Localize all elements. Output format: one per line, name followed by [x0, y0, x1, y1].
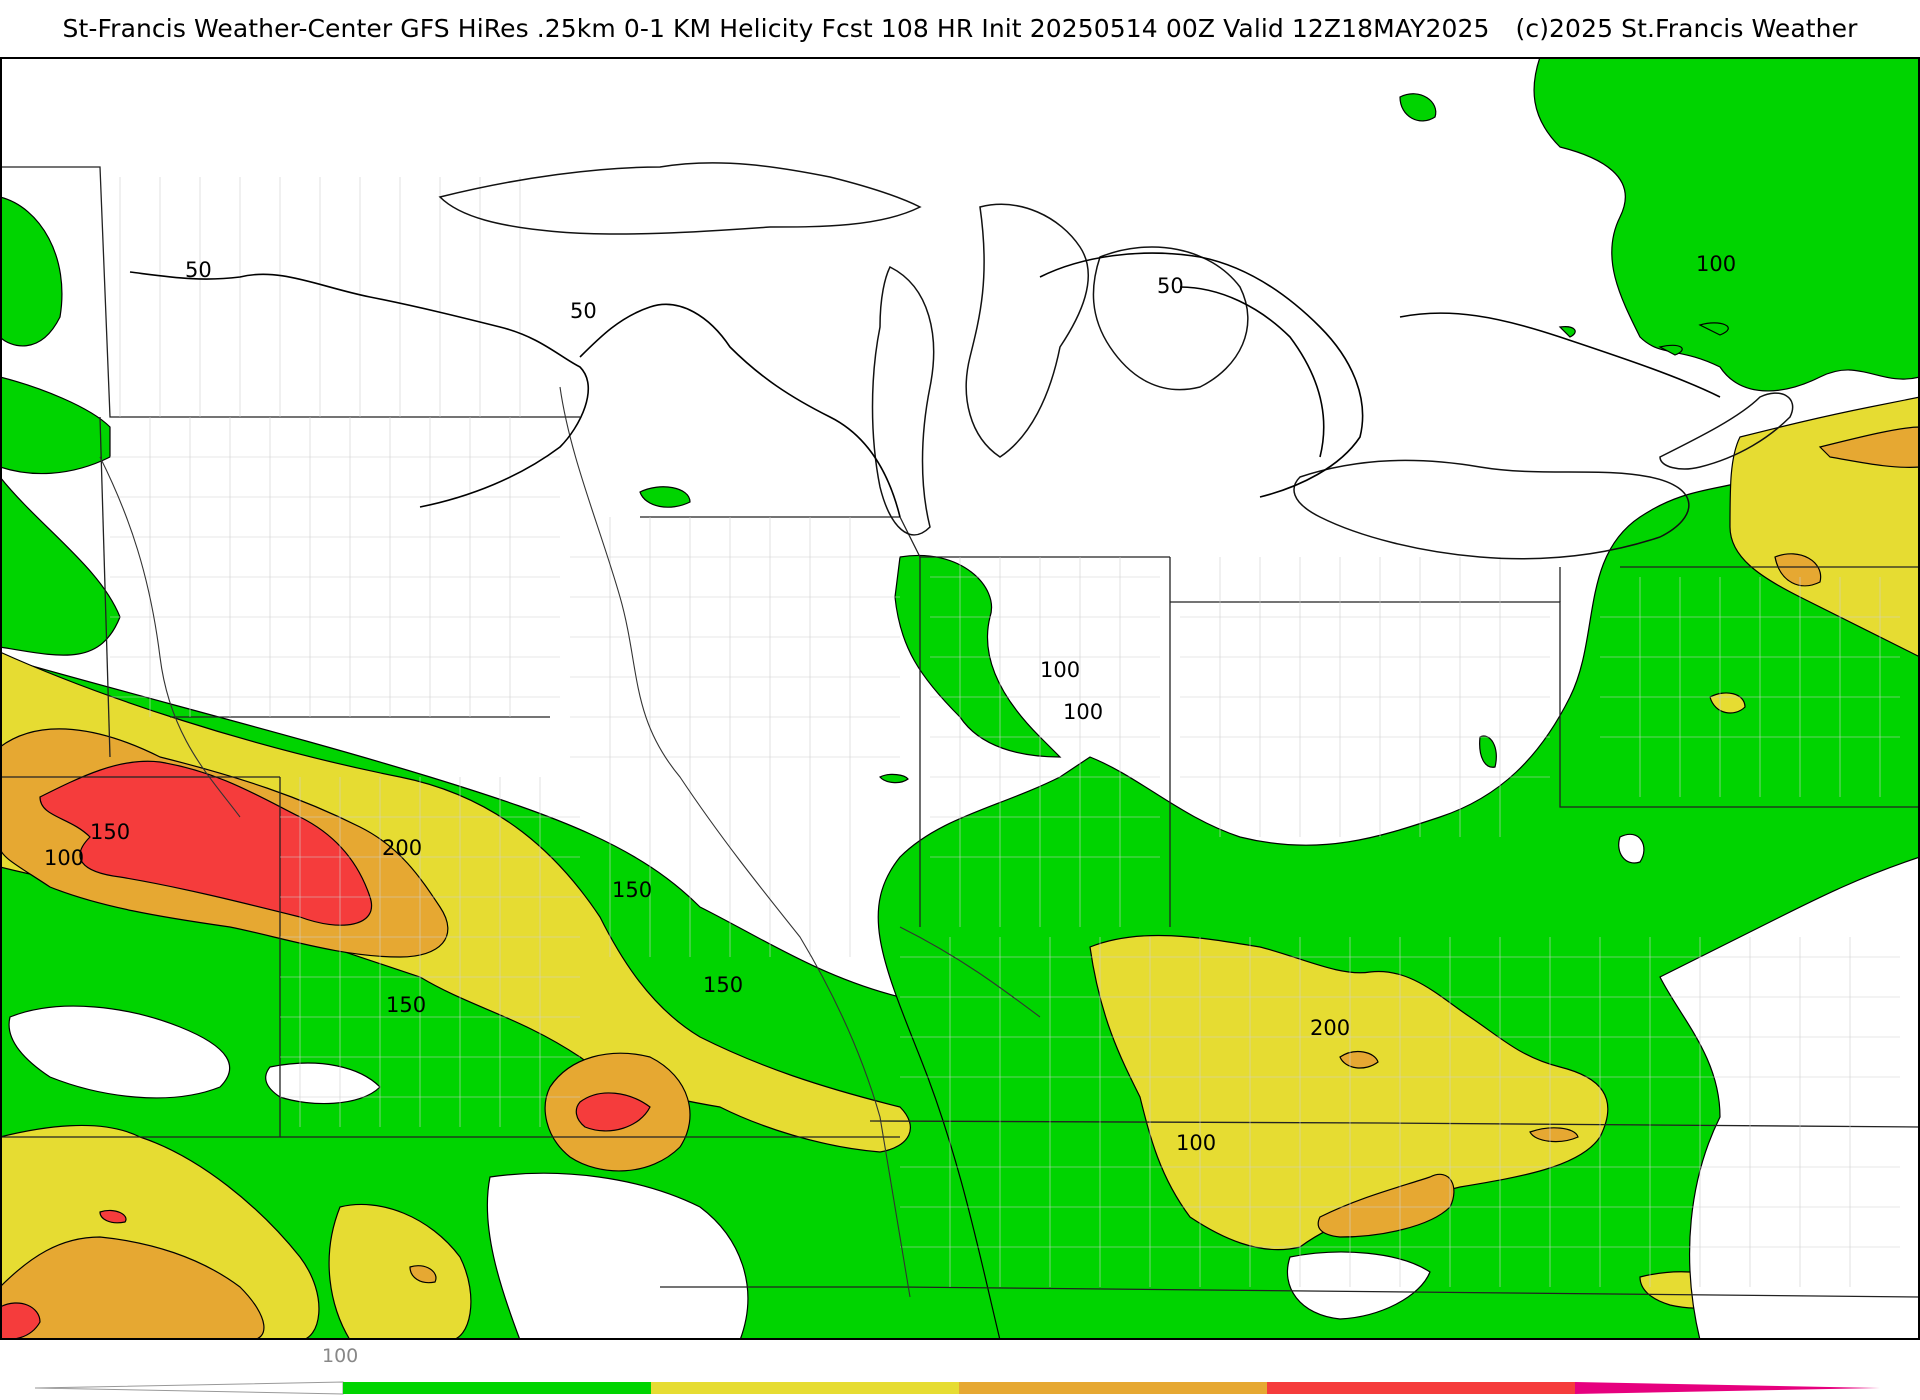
title-text: St-Francis Weather-Center GFS HiRes .25k…	[62, 14, 1490, 43]
contour-label-150-ozark: 150	[703, 973, 743, 997]
legend-under-arrow	[34, 1381, 344, 1395]
contour-label-100-indiana: 100	[1040, 658, 1080, 682]
contour-label-100-ne: 100	[1696, 252, 1736, 276]
contour-label-150-south: 150	[386, 993, 426, 1017]
white-holes	[8, 833, 1920, 1340]
legend-band-100-150	[343, 1382, 651, 1394]
copyright-text: (c)2025 St.Francis Weather	[1515, 14, 1858, 43]
contour-label-100-south: 100	[1176, 1131, 1216, 1155]
color-legend: 100	[34, 1345, 1880, 1395]
contour-label-50-lakes: 50	[1157, 274, 1184, 298]
rivers	[99, 386, 1041, 1298]
map-title: St-Francis Weather-Center GFS HiRes .25k…	[0, 14, 1920, 43]
contour-label-200-tenn: 200	[1310, 1016, 1350, 1040]
great-lakes-outline	[438, 162, 1794, 560]
map-frame	[0, 57, 1920, 1340]
legend-band-150-200	[651, 1382, 959, 1394]
contour-label-50-center: 50	[570, 299, 597, 323]
contour-label-100-kansas: 100	[44, 846, 84, 870]
helicity-contours	[129, 252, 1721, 518]
red-fill-250-300	[0, 760, 651, 1340]
county-grid	[110, 177, 1900, 1287]
contour-label-150-missouri: 150	[612, 878, 652, 902]
legend-band-200-250	[959, 1382, 1267, 1394]
helicity-map: 50 50 50 100 100 100 150 100 200 150 150…	[0, 57, 1920, 1340]
legend-over-arrow	[1575, 1382, 1880, 1394]
contour-label-100-ohio: 100	[1063, 700, 1103, 724]
legend-tick-label: 100	[322, 1345, 358, 1367]
contour-label-200-kansas: 200	[382, 836, 422, 860]
contour-label-150-kansas: 150	[90, 820, 130, 844]
contour-label-50-west: 50	[185, 258, 212, 282]
legend-band-250-300	[1267, 1382, 1575, 1394]
contour-labels: 50 50 50 100 100 100 150 100 200 150 150…	[44, 252, 1736, 1155]
